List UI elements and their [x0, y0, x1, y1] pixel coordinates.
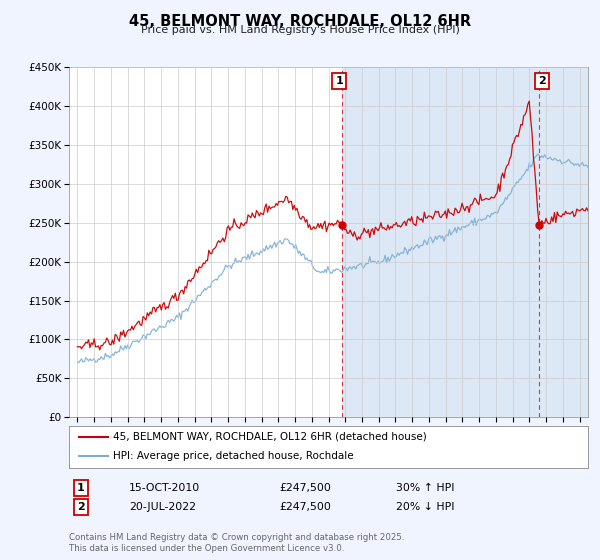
Text: £247,500: £247,500: [279, 483, 331, 493]
Text: 45, BELMONT WAY, ROCHDALE, OL12 6HR (detached house): 45, BELMONT WAY, ROCHDALE, OL12 6HR (det…: [113, 432, 427, 442]
Text: 20% ↓ HPI: 20% ↓ HPI: [396, 502, 455, 512]
Text: 45, BELMONT WAY, ROCHDALE, OL12 6HR: 45, BELMONT WAY, ROCHDALE, OL12 6HR: [129, 14, 471, 29]
Bar: [539, 67, 588, 417]
Text: 1: 1: [77, 483, 85, 493]
Text: 15-OCT-2010: 15-OCT-2010: [129, 483, 200, 493]
Bar: [342, 67, 588, 417]
Text: 2: 2: [538, 76, 546, 86]
Text: £247,500: £247,500: [279, 502, 331, 512]
Text: HPI: Average price, detached house, Rochdale: HPI: Average price, detached house, Roch…: [113, 451, 354, 461]
Text: 2: 2: [77, 502, 85, 512]
Text: 30% ↑ HPI: 30% ↑ HPI: [396, 483, 455, 493]
Text: 1: 1: [335, 76, 343, 86]
Text: Price paid vs. HM Land Registry's House Price Index (HPI): Price paid vs. HM Land Registry's House …: [140, 25, 460, 35]
Text: 20-JUL-2022: 20-JUL-2022: [129, 502, 196, 512]
Text: Contains HM Land Registry data © Crown copyright and database right 2025.
This d: Contains HM Land Registry data © Crown c…: [69, 533, 404, 553]
